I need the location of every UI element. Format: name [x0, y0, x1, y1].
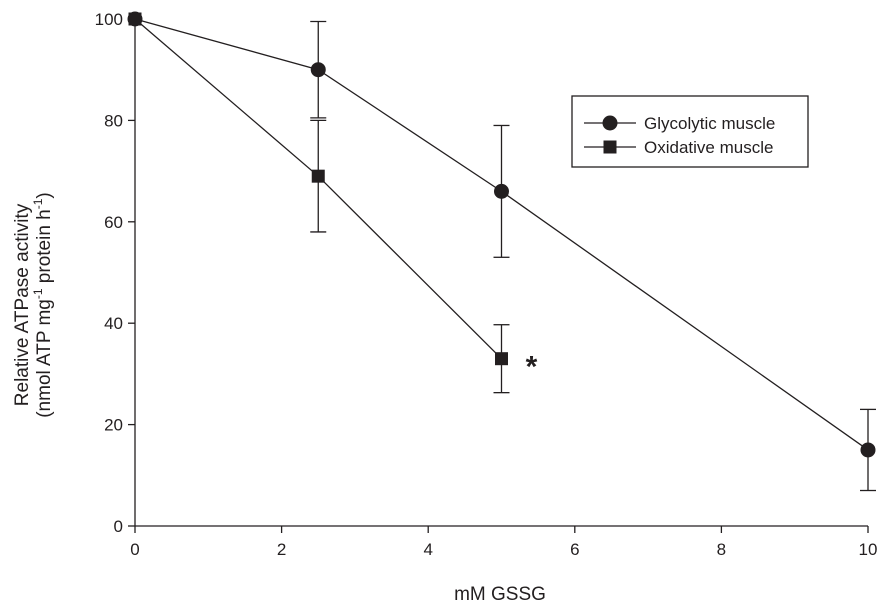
x-tick-label: 0 [130, 540, 139, 559]
x-tick-label: 6 [570, 540, 579, 559]
y-axis-title-line1: Relative ATPase activity [12, 203, 33, 406]
y-axis-title: Relative ATPase activity (nmol ATP mg-1 … [12, 192, 55, 418]
legend-marker [603, 140, 617, 154]
y-axis-title-line2: (nmol ATP mg-1 protein h-1) [31, 192, 55, 418]
data-point [128, 12, 142, 26]
legend-box [571, 95, 809, 168]
series-line [134, 18, 869, 451]
x-axis-title: mM GSSG [454, 584, 546, 605]
x-tick-label: 8 [717, 540, 726, 559]
series-layer [127, 11, 876, 492]
y-axis-title-part2: protein h [34, 209, 55, 288]
y-tick-label: 80 [104, 111, 123, 130]
x-tick-label: 10 [859, 540, 878, 559]
legend-label: Glycolytic muscle [644, 114, 775, 133]
y-axis-title-sup1: -1 [31, 288, 45, 299]
x-tick-label: 4 [423, 540, 432, 559]
y-tick-label: 60 [104, 213, 123, 232]
data-point [494, 183, 509, 199]
data-point [311, 169, 325, 183]
y-tick-label: 0 [114, 517, 123, 536]
y-axis-title-part3: ) [34, 192, 55, 198]
data-point [310, 62, 326, 78]
significance-asterisk: * [526, 351, 538, 384]
data-point [495, 352, 508, 366]
series-glycolytic-muscle [134, 18, 876, 492]
x-tick-label: 2 [277, 540, 286, 559]
data-point [860, 442, 876, 458]
legend-label: Oxidative muscle [644, 138, 773, 157]
y-axis-title-part1: (nmol ATP mg [34, 299, 55, 418]
y-tick-label: 40 [104, 314, 123, 333]
legend-marker [602, 115, 618, 131]
annotations: * [526, 351, 538, 384]
y-tick-label: 100 [95, 10, 123, 29]
legend: Glycolytic muscle Oxidative muscle [571, 95, 809, 168]
markers-oxidative-muscle [128, 12, 508, 366]
y-axis-title-sup2: -1 [31, 198, 45, 209]
y-tick-label: 20 [104, 416, 123, 435]
